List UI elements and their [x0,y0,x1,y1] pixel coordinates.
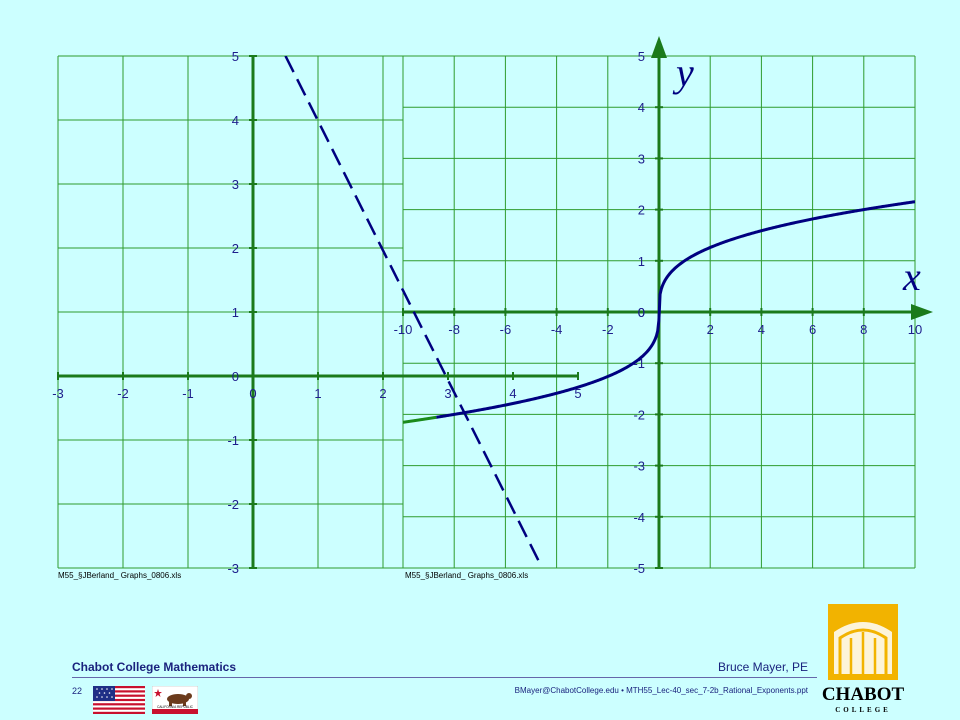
tick-label-y: 1 [638,254,645,269]
y-axis-arrow [651,36,667,58]
series-line-1 [403,415,437,424]
tick-label-x: 4 [758,322,765,337]
tick-label-x: -2 [602,322,614,337]
tick-label-y: 4 [232,113,239,128]
series-line-0 [436,200,915,419]
page-number: 22 [72,686,83,696]
tick-label-y: 0 [232,369,239,384]
series-line-0 [284,56,541,563]
tick-label-y: 1 [232,305,239,320]
tick-label-y: 0 [638,305,645,320]
tick-label-y: -3 [633,459,645,474]
chart-b-series [403,200,915,424]
tick-label-x: 0 [249,386,256,401]
tick-label-origin: 0 [638,305,645,320]
tick-label-x: 2 [707,322,714,337]
tick-label-x: 4 [509,386,516,401]
tick-label-x: -8 [448,322,460,337]
author-name: Bruce Mayer, PE [717,660,808,674]
chart-b-source-label: M55_§JBerland_ Graphs_0806.xls [405,571,528,580]
tick-label-y: -4 [633,510,645,525]
tick-label-y: -2 [633,407,645,422]
tick-label-y: -5 [633,561,645,576]
chart-a-series [284,56,541,563]
chart-b-y-axis-label: y [672,50,694,95]
tick-label-y: 3 [638,151,645,166]
us-flag-icon [93,686,145,714]
tick-label-x: 8 [860,322,867,337]
footer-divider [72,677,817,678]
course-title: Chabot College Mathematics [72,660,237,674]
tick-label-y: 5 [638,49,645,64]
file-info: BMayer@ChabotCollege.edu • MTH55_Lec-40_… [514,686,808,695]
svg-text:CALIFORNIA REPUBLIC: CALIFORNIA REPUBLIC [157,705,193,709]
tick-label-y: -3 [227,561,239,576]
tick-label-x: -3 [52,386,64,401]
tick-label-y: 5 [232,49,239,64]
tick-label-y: 3 [232,177,239,192]
tick-label-x: 10 [908,322,922,337]
tick-label-y: 2 [638,203,645,218]
x-axis-arrow [911,304,933,320]
chart-b-x-axis-label: x [902,254,921,299]
chart-a-source-label: M55_§JBerland_ Graphs_0806.xls [58,571,181,580]
tick-label-y: 4 [638,100,645,115]
tick-label-x: 5 [574,386,581,401]
tick-label-x: 2 [379,386,386,401]
logo-sub: COLLEGE [835,706,891,714]
tick-label-x: -2 [117,386,129,401]
chart-a-axes [57,55,579,569]
tick-label-x: -6 [500,322,512,337]
tick-label-x: 1 [314,386,321,401]
tick-label-y: -1 [227,433,239,448]
tick-label-x: -1 [182,386,194,401]
tick-label-x: -10 [394,322,413,337]
chabot-college-logo: CHABOT COLLEGE [822,604,905,714]
logo-name: CHABOT [822,684,905,705]
tick-label-x: 6 [809,322,816,337]
tick-label-y: -1 [633,356,645,371]
tick-label-x: 3 [444,386,451,401]
tick-label-x: -4 [551,322,563,337]
tick-label-y: 2 [232,241,239,256]
california-flag-icon: CALIFORNIA REPUBLIC [152,686,198,714]
tick-label-y: -2 [227,497,239,512]
